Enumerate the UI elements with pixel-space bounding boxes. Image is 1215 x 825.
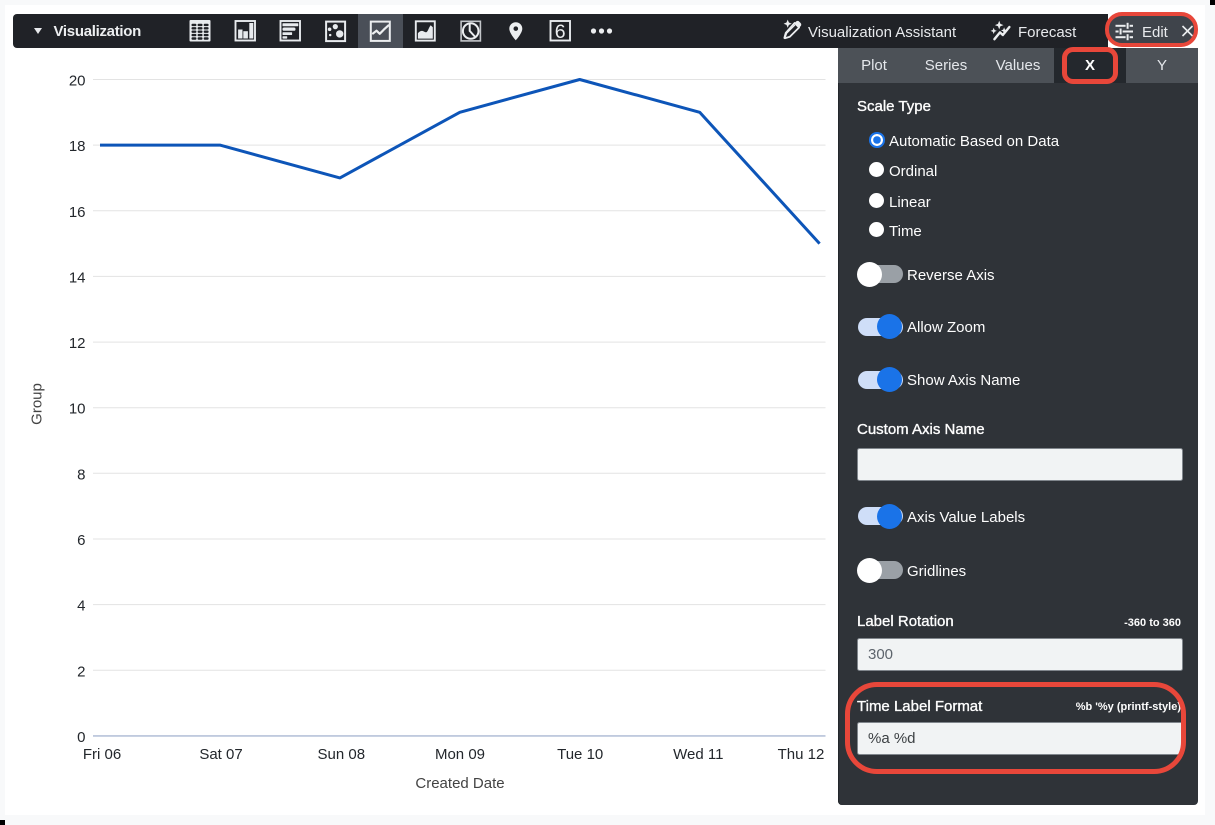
svg-text:Fri 06: Fri 06 <box>83 746 121 763</box>
svg-text:0: 0 <box>77 729 85 746</box>
svg-text:12: 12 <box>69 335 86 352</box>
svg-text:Sat 07: Sat 07 <box>199 746 242 763</box>
svg-text:4: 4 <box>77 598 85 615</box>
svg-text:2: 2 <box>77 663 85 680</box>
svg-text:14: 14 <box>69 269 86 286</box>
svg-text:16: 16 <box>69 204 86 221</box>
svg-text:6: 6 <box>77 532 85 549</box>
svg-text:Tue 10: Tue 10 <box>557 746 603 763</box>
svg-text:Group: Group <box>29 383 46 425</box>
svg-text:18: 18 <box>69 138 86 155</box>
svg-text:8: 8 <box>77 466 85 483</box>
svg-text:6: 6 <box>555 21 566 43</box>
svg-text:Mon 09: Mon 09 <box>435 746 485 763</box>
svg-text:10: 10 <box>69 401 86 418</box>
svg-text:Sun 08: Sun 08 <box>318 746 366 763</box>
svg-text:Created Date: Created Date <box>415 775 504 792</box>
svg-text:Thu 12: Thu 12 <box>778 746 825 763</box>
svg-text:20: 20 <box>69 73 86 90</box>
svg-text:Wed 11: Wed 11 <box>673 746 723 763</box>
